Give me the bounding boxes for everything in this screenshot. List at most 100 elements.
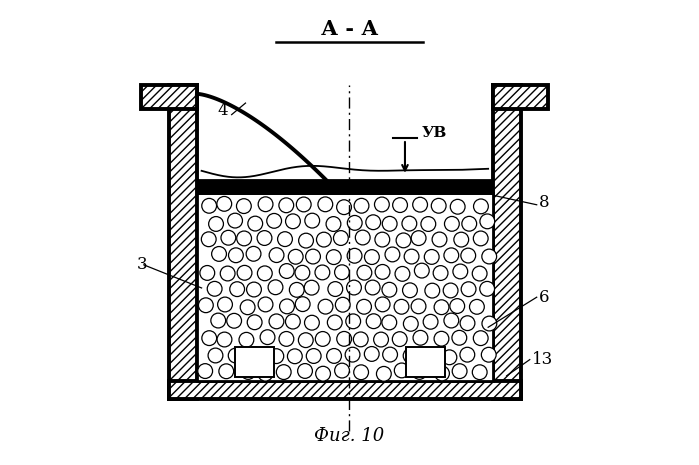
- Circle shape: [404, 249, 419, 264]
- Bar: [141, 85, 197, 109]
- Circle shape: [288, 249, 303, 264]
- Circle shape: [207, 281, 222, 296]
- Circle shape: [328, 282, 343, 297]
- Circle shape: [269, 349, 284, 364]
- Circle shape: [433, 266, 448, 280]
- Text: Фиг. 10: Фиг. 10: [315, 427, 384, 445]
- Circle shape: [415, 263, 429, 278]
- Circle shape: [444, 313, 459, 328]
- Circle shape: [375, 297, 390, 312]
- Circle shape: [220, 266, 235, 281]
- Circle shape: [470, 299, 484, 314]
- Circle shape: [278, 232, 292, 246]
- Circle shape: [306, 349, 321, 363]
- Circle shape: [377, 366, 391, 381]
- Circle shape: [198, 364, 212, 379]
- Circle shape: [280, 299, 294, 314]
- Bar: [169, 85, 197, 399]
- Bar: [197, 193, 493, 381]
- Circle shape: [354, 199, 369, 213]
- Bar: [493, 85, 521, 399]
- Text: 13: 13: [532, 351, 554, 368]
- Bar: [169, 381, 521, 399]
- Text: 8: 8: [539, 194, 549, 211]
- Circle shape: [357, 266, 372, 280]
- Circle shape: [202, 199, 217, 213]
- Circle shape: [315, 265, 330, 280]
- Circle shape: [382, 216, 397, 231]
- Circle shape: [236, 199, 251, 213]
- Text: А - А: А - А: [321, 19, 378, 39]
- Circle shape: [366, 314, 381, 329]
- Circle shape: [333, 231, 348, 246]
- Circle shape: [258, 197, 273, 212]
- Circle shape: [202, 331, 217, 345]
- Circle shape: [454, 232, 468, 247]
- Circle shape: [443, 283, 458, 298]
- Circle shape: [276, 365, 291, 379]
- Circle shape: [482, 347, 496, 362]
- Circle shape: [452, 364, 467, 379]
- Circle shape: [316, 366, 331, 381]
- Circle shape: [285, 314, 301, 329]
- Circle shape: [201, 232, 216, 246]
- Circle shape: [305, 213, 319, 228]
- Circle shape: [228, 213, 243, 228]
- Circle shape: [450, 199, 465, 214]
- Circle shape: [374, 332, 389, 347]
- Circle shape: [317, 232, 331, 247]
- Bar: [197, 85, 493, 381]
- Circle shape: [226, 313, 242, 328]
- Circle shape: [280, 264, 294, 279]
- Circle shape: [424, 348, 438, 363]
- Circle shape: [385, 247, 400, 262]
- Circle shape: [403, 283, 417, 298]
- Circle shape: [461, 282, 476, 297]
- Circle shape: [460, 316, 475, 331]
- Circle shape: [482, 316, 497, 331]
- Circle shape: [246, 246, 261, 261]
- Circle shape: [435, 366, 449, 381]
- Circle shape: [394, 299, 409, 314]
- Circle shape: [337, 332, 352, 346]
- Circle shape: [394, 363, 409, 378]
- Circle shape: [248, 216, 263, 231]
- Circle shape: [286, 214, 301, 229]
- Circle shape: [219, 364, 233, 379]
- Circle shape: [411, 299, 426, 314]
- Circle shape: [298, 233, 313, 248]
- Circle shape: [305, 249, 320, 264]
- Circle shape: [260, 330, 275, 345]
- Circle shape: [335, 265, 350, 279]
- Circle shape: [473, 331, 488, 345]
- Bar: [235, 347, 275, 377]
- Circle shape: [346, 314, 361, 329]
- Circle shape: [295, 266, 310, 280]
- Circle shape: [217, 196, 231, 211]
- Circle shape: [382, 282, 397, 297]
- Circle shape: [434, 332, 449, 346]
- Circle shape: [460, 347, 475, 362]
- Circle shape: [424, 250, 439, 264]
- Circle shape: [217, 332, 232, 347]
- Circle shape: [444, 248, 459, 263]
- Circle shape: [462, 216, 477, 231]
- Circle shape: [239, 332, 254, 347]
- Circle shape: [240, 300, 255, 315]
- Circle shape: [396, 233, 411, 248]
- Circle shape: [450, 299, 465, 313]
- Bar: [141, 85, 197, 109]
- Circle shape: [366, 280, 380, 295]
- Circle shape: [247, 282, 261, 297]
- Bar: [169, 85, 197, 399]
- Circle shape: [364, 250, 380, 265]
- Circle shape: [393, 198, 408, 213]
- Circle shape: [434, 300, 449, 315]
- Circle shape: [289, 282, 304, 297]
- Circle shape: [237, 231, 252, 246]
- Circle shape: [482, 249, 496, 264]
- Text: УВ: УВ: [421, 126, 447, 140]
- Circle shape: [326, 217, 341, 232]
- Circle shape: [221, 230, 236, 245]
- Circle shape: [395, 266, 410, 281]
